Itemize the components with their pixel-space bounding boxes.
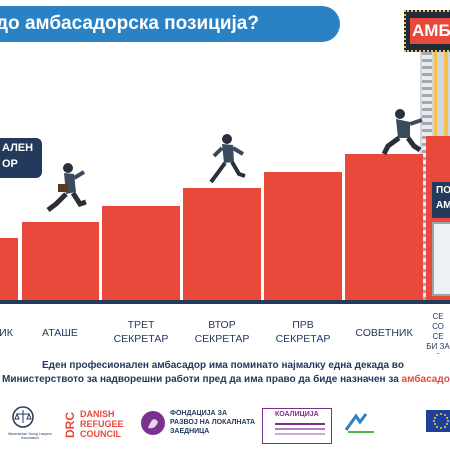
step-5 bbox=[345, 154, 423, 300]
myla-scale-icon bbox=[12, 406, 34, 428]
step-label-3: ВТОР СЕКРЕТАР bbox=[194, 319, 250, 345]
person-climbing-2 bbox=[209, 134, 246, 184]
fondacija-text-3: ЗАЕДНИЦА bbox=[170, 428, 210, 435]
ambassador-sign: АМБ bbox=[404, 10, 450, 52]
step-3 bbox=[183, 188, 261, 300]
title-banner: до амбасадорска позиција? bbox=[0, 6, 340, 42]
caption-line-2: Министерството за надворешни работи пред… bbox=[0, 374, 450, 385]
myla-text: Macedonian Young Lawyers Association bbox=[8, 432, 52, 440]
right-sign-line1: ПО bbox=[436, 185, 450, 196]
step-1 bbox=[22, 222, 99, 300]
step-2 bbox=[102, 206, 180, 300]
koalicija-text: КОАЛИЦИЈА bbox=[275, 411, 319, 418]
baseline bbox=[0, 300, 450, 304]
person-climbing-3 bbox=[381, 109, 423, 156]
page-title: до амбасадорска позиција? bbox=[0, 13, 259, 34]
caption-line-1: Еден професионален амбасадор има поминат… bbox=[42, 360, 404, 371]
left-sign: АЛЕН ОР bbox=[0, 138, 42, 178]
ambassador-sign-text: АМБ bbox=[412, 21, 450, 40]
step-label-2: ТРЕТ СЕКРЕТАР bbox=[113, 319, 169, 345]
logos-row: Macedonian Young Lawyers Association DRC… bbox=[0, 398, 450, 450]
drc-mark: DRC bbox=[63, 412, 77, 438]
drc-text-3: COUNCIL bbox=[80, 429, 121, 439]
step-4 bbox=[264, 172, 342, 300]
step-label-6: СЕ СО СЕ БИ ЗА А bbox=[426, 312, 450, 354]
caption-highlight: амбасадор bbox=[401, 374, 450, 385]
left-sign-line2: ОР bbox=[2, 158, 18, 170]
fondacija-logo-icon bbox=[141, 411, 165, 435]
step-0 bbox=[0, 238, 18, 300]
right-sign-line2: АМ bbox=[436, 200, 450, 211]
drc-text-2: REFUGEE bbox=[80, 419, 124, 429]
fondacija-text-1: ФОНДАЦИЈА ЗА bbox=[170, 410, 227, 417]
elevator-door bbox=[432, 222, 450, 296]
left-sign-line1: АЛЕН bbox=[2, 142, 34, 154]
drc-text-1: DANISH bbox=[80, 409, 115, 419]
right-sign: ПО АМ bbox=[432, 182, 450, 218]
step-label-1: АТАШЕ bbox=[42, 327, 78, 339]
fondacija-text-2: РАЗВОЈ НА ЛОКАЛНАТА bbox=[170, 419, 256, 426]
eu-flag-icon bbox=[426, 410, 450, 432]
partner-logo-icon bbox=[344, 413, 374, 433]
step-label-5: СОВЕТНИК bbox=[355, 327, 413, 339]
step-label-0: ИК bbox=[0, 327, 13, 339]
caption-line-2-text: Министерството за надворешни работи пред… bbox=[2, 374, 402, 385]
step-label-4: ПРВ СЕКРЕТАР bbox=[275, 319, 331, 345]
person-climbing-1 bbox=[46, 163, 87, 212]
koalicija-logo: КОАЛИЦИЈА bbox=[262, 408, 332, 444]
